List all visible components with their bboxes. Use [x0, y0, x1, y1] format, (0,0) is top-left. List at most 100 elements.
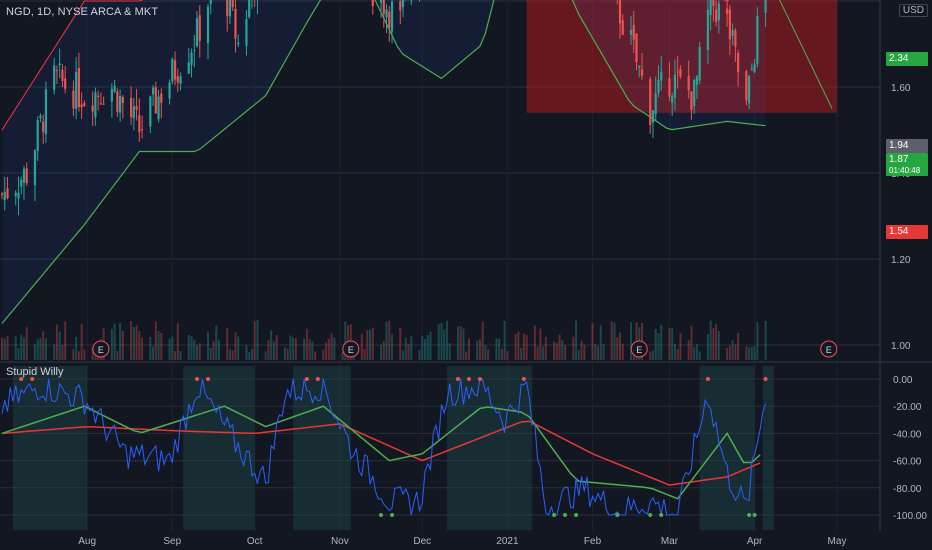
volume-bar: [558, 334, 561, 360]
projection-down-line: [779, 0, 833, 109]
volume-bar: [404, 337, 407, 360]
earnings-label: E: [98, 345, 104, 355]
volume-bar: [423, 339, 426, 360]
volume-bar: [22, 337, 25, 360]
volume-bar: [671, 327, 674, 360]
candle-body: [651, 110, 655, 123]
osc-zone: [699, 366, 755, 530]
overbought-dot: [304, 377, 309, 381]
candle-body: [717, 3, 720, 21]
candle-body: [731, 30, 734, 36]
volume-bar: [539, 328, 542, 360]
candle-body: [36, 120, 39, 151]
candle-body: [660, 72, 663, 81]
volume-bar: [750, 346, 753, 360]
volume-bar: [525, 334, 528, 360]
volume-bar: [363, 349, 366, 360]
candle-body: [140, 129, 144, 131]
oversold-dot: [563, 513, 568, 517]
volume-bar: [690, 325, 693, 360]
volume-bar: [314, 351, 317, 360]
volume-bar: [459, 326, 462, 360]
volume-bar: [58, 331, 61, 360]
volume-bar: [487, 349, 490, 360]
volume-bar: [687, 340, 690, 360]
volume-bar: [693, 347, 696, 360]
candle-body: [712, 0, 715, 7]
candle-body: [690, 91, 693, 110]
price-tick-label: 1.00: [891, 341, 911, 352]
volume-bar: [371, 327, 374, 360]
candle-body: [234, 8, 237, 39]
candle-body: [750, 68, 753, 70]
candle-body: [401, 0, 405, 8]
candle-body: [97, 95, 100, 97]
candle-body: [83, 103, 86, 107]
volume-bar: [651, 350, 654, 360]
volume-bar: [426, 335, 429, 360]
volume-bar: [619, 332, 622, 360]
osc-tick-label: -100.00: [893, 511, 927, 522]
volume-bar: [380, 344, 383, 360]
volume-bar: [542, 346, 545, 360]
overbought-dot: [466, 377, 471, 381]
volume-bar: [272, 341, 275, 360]
candle-body: [198, 15, 201, 41]
volume-bar: [437, 324, 440, 360]
candle-body: [20, 179, 23, 187]
candle-body: [629, 29, 633, 36]
volume-bar: [207, 332, 210, 360]
candle-body: [3, 191, 6, 201]
volume-bar: [3, 338, 6, 360]
volume-bar: [154, 321, 157, 360]
volume-bar: [196, 345, 199, 360]
candle-body: [640, 69, 644, 76]
volume-bar: [341, 351, 344, 360]
overbought-dot: [19, 377, 24, 381]
volume-bar: [198, 343, 201, 360]
volume-bar: [308, 339, 311, 360]
candle-body: [635, 33, 638, 63]
current-price-value: 1.87: [889, 154, 909, 165]
overbought-dot: [477, 377, 482, 381]
volume-bar: [517, 331, 520, 360]
candle-body: [55, 70, 59, 72]
volume-bar: [429, 331, 432, 360]
candle-body: [737, 52, 740, 73]
volume-bar: [388, 320, 391, 360]
volume-bar: [654, 328, 657, 360]
current-price-tag: 1.87 01:40:48: [886, 153, 928, 176]
candle-body: [176, 76, 179, 83]
overbought-dot: [315, 377, 320, 381]
volume-bar: [250, 348, 253, 360]
volume-bar: [676, 349, 679, 360]
candle-body: [390, 1, 394, 32]
candle-body: [121, 97, 124, 104]
candle-body: [99, 103, 102, 105]
candle-body: [371, 0, 374, 7]
volume-bar: [402, 350, 405, 360]
volume-bar: [594, 344, 597, 360]
volume-bar: [385, 321, 388, 360]
volume-bar: [176, 323, 179, 360]
overbought-dot: [455, 377, 460, 381]
candle-body: [734, 30, 737, 47]
volume-bar: [152, 346, 155, 360]
candle-body: [110, 88, 113, 102]
volume-bar: [599, 325, 602, 360]
earnings-label: E: [826, 345, 832, 355]
chart-title: NGD, 1D, NYSE ARCA & MKT: [6, 6, 159, 18]
osc-tick-label: -80.00: [893, 484, 922, 495]
volume-bar: [613, 322, 616, 360]
candle-body: [151, 87, 155, 95]
volume-bar: [602, 343, 605, 360]
osc-tick-label: -60.00: [893, 457, 922, 468]
volume-bar: [311, 341, 314, 360]
earnings-marker: [820, 340, 838, 358]
volume-bar: [533, 325, 536, 360]
volume-bar: [289, 335, 292, 360]
volume-bar: [264, 351, 267, 360]
candle-body: [116, 91, 119, 112]
volume-bar: [495, 338, 498, 360]
candle-body: [187, 62, 190, 74]
